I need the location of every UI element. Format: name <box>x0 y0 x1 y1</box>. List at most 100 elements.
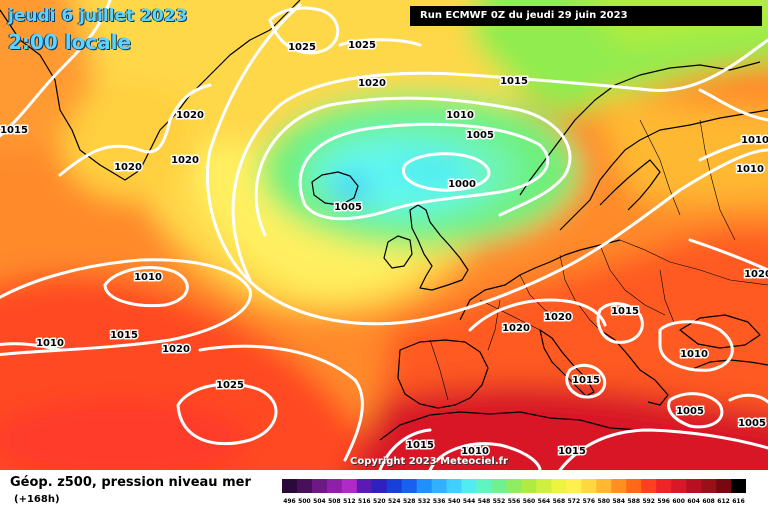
scale-swatch <box>356 479 373 493</box>
scale-swatch <box>401 479 418 493</box>
baltic-coast <box>599 159 661 211</box>
scale-swatch <box>506 479 522 493</box>
scale-label: 504 <box>313 498 326 505</box>
isobar-1015-se <box>558 428 768 470</box>
scale-label: 540 <box>448 498 461 505</box>
scale-label: 528 <box>403 498 416 505</box>
scale-label: 548 <box>478 498 491 505</box>
isobar-1010-east <box>698 88 768 122</box>
scale-swatch <box>296 479 313 493</box>
borders <box>429 119 768 401</box>
isobar-1015-mid <box>0 258 252 357</box>
isobar-label: 1015 <box>572 375 600 386</box>
isobar-label: 1005 <box>466 130 494 141</box>
isobar-1005 <box>298 122 550 221</box>
scale-label: 580 <box>598 498 611 505</box>
scale-swatch <box>611 479 627 493</box>
scale-swatch <box>386 479 403 493</box>
isobar-1025-top <box>268 6 340 55</box>
scale-swatch <box>731 479 746 493</box>
isobar-label: 1025 <box>216 380 244 391</box>
coastlines <box>0 0 768 441</box>
isobar-1010-north <box>254 96 572 237</box>
scandinavia-coast <box>519 61 761 196</box>
ireland-coast <box>383 235 413 269</box>
scale-swatch <box>581 479 597 493</box>
italy-coast <box>539 329 595 397</box>
isobar-1010-mid <box>103 266 189 308</box>
scale-swatch <box>311 479 328 493</box>
scale-swatch <box>656 479 672 493</box>
isobar-1010-sw <box>0 342 62 352</box>
scale-swatch <box>282 479 298 493</box>
isobar-label: 1025 <box>348 40 376 51</box>
great-britain-coast <box>409 204 469 291</box>
isobar-label: 1005 <box>738 418 766 429</box>
isobar-1025-sw <box>176 382 278 446</box>
scale-swatch <box>626 479 642 493</box>
isobar-labels: 1025 1025 1020 1015 1015 1020 1020 1020 … <box>0 39 768 459</box>
isobar-1015-africa <box>378 428 432 470</box>
isobar-1015-italy <box>565 363 607 399</box>
isobar-1005-east <box>667 392 724 429</box>
scale-label: 600 <box>672 498 685 505</box>
isobar-1020-north <box>205 3 768 326</box>
scale-label: 616 <box>732 498 745 505</box>
scale-swatch <box>326 479 343 493</box>
scale-swatch <box>686 479 702 493</box>
scale-label: 560 <box>523 498 536 505</box>
scale-swatch <box>446 479 462 493</box>
isobar-1010-africa <box>428 442 542 470</box>
scale-label: 552 <box>493 498 506 505</box>
scale-label: 604 <box>687 498 700 505</box>
geopotential-field <box>0 0 768 470</box>
iceland-coast <box>311 171 359 206</box>
isobar-label: 1010 <box>446 110 474 121</box>
forecast-time: 2:00 locale <box>8 30 132 54</box>
isobar-label: 1020 <box>544 312 572 323</box>
scale-swatch <box>701 479 717 493</box>
isobar-1020-greenland <box>58 83 212 177</box>
map-canvas: 1025 1025 1020 1015 1015 1020 1020 1020 … <box>0 0 768 470</box>
black-sea-coast <box>679 314 761 349</box>
isobar-1020-mid <box>198 344 364 462</box>
isobar-label: 1010 <box>741 135 768 146</box>
scale-label: 520 <box>373 498 386 505</box>
isobar-label: 1010 <box>461 446 489 457</box>
scale-swatch <box>461 479 477 493</box>
isobar-label: 1015 <box>406 440 434 451</box>
run-info: Run ECMWF 0Z du jeudi 29 juin 2023 <box>410 6 762 26</box>
scale-label: 500 <box>298 498 311 505</box>
isobar-1015-north <box>231 38 768 282</box>
scale-label: 576 <box>583 498 596 505</box>
scale-label: 588 <box>627 498 640 505</box>
greenland-coast <box>19 0 301 181</box>
scale-label: 584 <box>613 498 626 505</box>
isobar-label: 1010 <box>36 338 64 349</box>
isobar-1000 <box>401 152 491 192</box>
scale-label: 496 <box>283 498 296 505</box>
isobar-label: 1010 <box>134 272 162 283</box>
scale-swatch <box>716 479 732 493</box>
scale-swatch <box>641 479 657 493</box>
scale-swatch <box>476 479 492 493</box>
scale-label: 512 <box>343 498 356 505</box>
scale-label: 516 <box>358 498 371 505</box>
isobar-label: 1015 <box>0 125 28 136</box>
isobar-label: 1020 <box>744 269 768 280</box>
isobar-1015-europe <box>596 302 644 344</box>
scale-label: 568 <box>553 498 566 505</box>
map-title: Géop. z500, pression niveau mer <box>10 475 251 490</box>
scale-label: 592 <box>642 498 655 505</box>
scale-label: 536 <box>433 498 446 505</box>
scale-swatch <box>566 479 582 493</box>
scale-swatch <box>521 479 537 493</box>
scale-swatch <box>431 479 447 493</box>
scale-swatch <box>551 479 567 493</box>
scale-swatch <box>536 479 552 493</box>
isobar-label: 1005 <box>334 202 362 213</box>
isobar-1020-east <box>688 238 768 272</box>
scale-label: 596 <box>657 498 670 505</box>
isobar-label: 1020 <box>502 323 530 334</box>
